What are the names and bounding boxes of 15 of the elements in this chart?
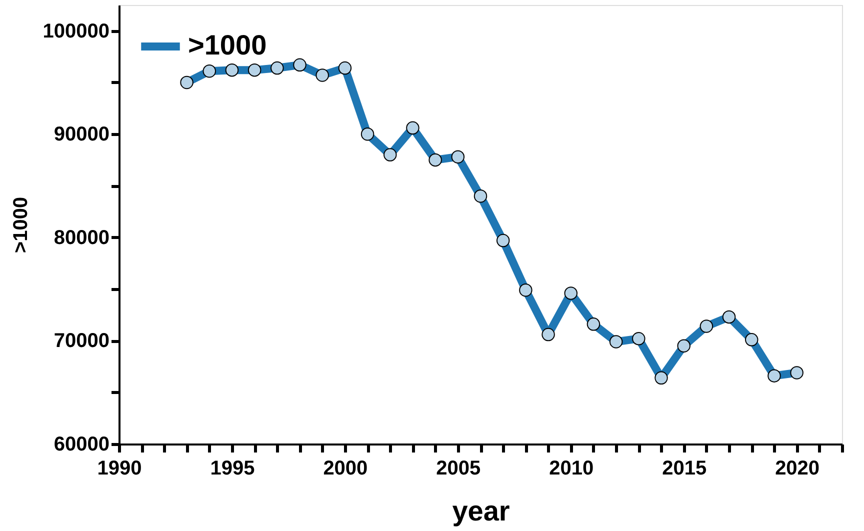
x-tick-label: 1990 [97,458,142,480]
x-tick-label: 2000 [323,458,368,480]
y-tick-label: 90000 [54,124,110,146]
x-tick-label: 2015 [662,458,707,480]
x-axis-title: year [452,496,510,526]
y-tick-label: 70000 [54,330,110,352]
x-tick-label: 2005 [436,458,481,480]
x-tick-label: 1995 [210,458,255,480]
x-tick-label: 2010 [549,458,594,480]
y-tick-label: 100000 [42,20,110,42]
y-axis-title: >1000 [10,196,32,254]
y-tick-label: 60000 [54,434,110,456]
y-tick-label: 80000 [54,226,110,249]
x-tick-label: 2020 [775,458,820,480]
legend-label: >1000 [188,30,267,60]
